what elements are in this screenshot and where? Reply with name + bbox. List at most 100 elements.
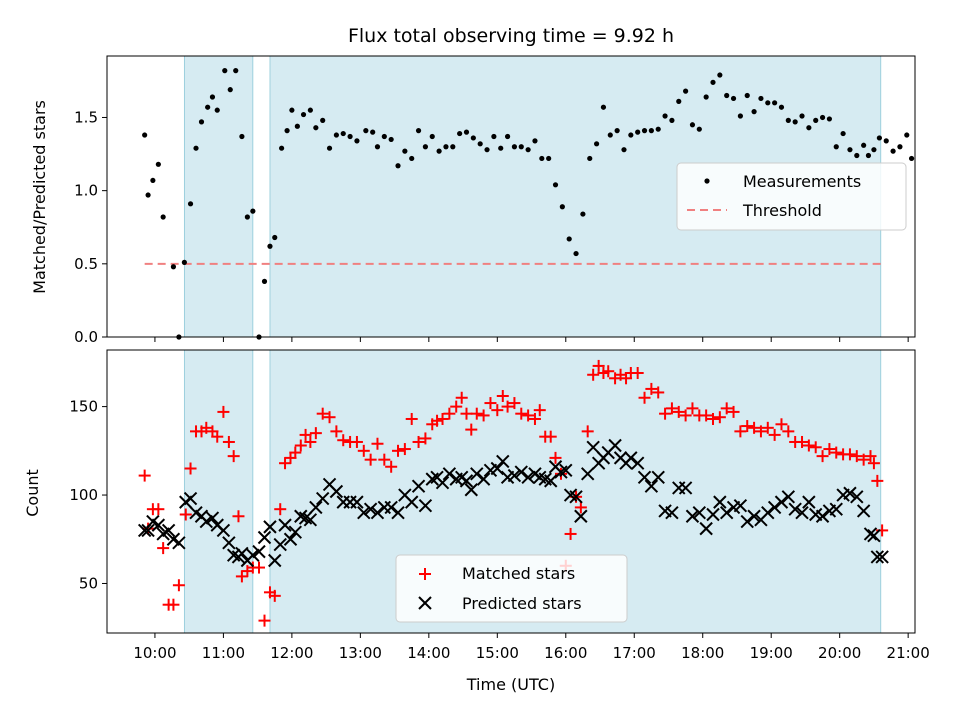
matched-star-point-81 [602,365,615,378]
measurement-point-48 [436,148,442,154]
predicted-star-stroke-b [507,468,522,483]
bottom-legend: Matched stars Predicted stars [395,554,628,623]
predicted-star-point-41 [363,502,378,516]
matched-star-point-103 [748,421,761,434]
measurement-point-118 [908,155,915,162]
measurement-point-89 [717,72,723,78]
matched-star-point-15 [217,405,230,418]
top-ytick-label-3: 1.5 [74,108,98,126]
predicted-star-stroke-b [637,470,652,485]
measurement-point-10 [198,119,205,125]
measurement-point-66 [559,204,565,210]
predicted-star-stroke-b [719,506,734,520]
measurement-point-47 [429,133,435,140]
matched-star-point-42 [371,437,384,450]
predicted-stars-points [137,438,889,568]
predicted-star-stroke-b [815,509,830,523]
predicted-star-point-113 [815,509,830,523]
matched-star-point-92 [672,405,685,418]
top-panel: 0.0 0.5 1.0 1.5 Matched/Predicted stars Mea… [30,55,916,346]
measurement-point-100 [792,119,798,125]
bottom-y-axis-ticks: 50 100 150 [69,398,107,592]
measurement-point-74 [614,128,620,134]
matched-star-point-41 [364,453,377,466]
measurement-point-1 [145,192,151,198]
predicted-star-stroke-b [350,495,364,509]
predicted-star-point-58 [470,467,484,481]
predicted-star-point-48 [411,479,426,493]
measurement-point-0 [142,132,148,138]
predicted-star-stroke-b [151,518,166,532]
predicted-star-stroke-b [740,514,754,529]
matched-star-point-111 [802,439,815,452]
matched-star-point-79 [592,359,605,372]
measurement-point-79 [648,128,654,134]
predicted-star-stroke-b [544,474,558,488]
matched-star-point-70 [544,430,557,443]
measurement-point-63 [539,155,545,162]
predicted-star-stroke-b [411,479,426,493]
predicted-star-stroke-b [521,470,535,485]
matched-star-point-102 [741,420,754,433]
matched-star-point-112 [809,441,822,454]
matched-star-point-30 [294,439,307,452]
predicted-star-stroke-b [514,465,528,479]
measurement-point-2 [150,177,156,184]
matched-star-point-27 [279,457,292,470]
matched-star-point-54 [450,400,463,413]
predicted-star-point-13 [205,511,220,525]
bottom-x-axis-ticks: 10:00 11:00 12:00 13:00 14:00 15:00 16:00 17:00… [133,633,930,662]
predicted-star-point-15 [216,523,231,538]
predicted-star-stroke-b [774,495,789,509]
predicted-star-stroke-b [172,536,186,550]
predicted-star-stroke-b [263,520,277,534]
matched-star-point-74 [564,527,577,540]
matched-star-point-53 [443,407,456,420]
predicted-star-stroke-b [867,529,881,543]
predicted-star-stroke-b [665,506,679,520]
measurement-point-3 [155,161,161,167]
predicted-star-point-82 [608,438,622,453]
legend-predicted-label: Predicted stars [462,594,582,613]
measurement-point-28 [300,111,307,118]
matched-star-point-35 [323,411,336,424]
measurement-point-99 [785,117,791,123]
predicted-star-point-77 [580,467,595,481]
measurement-point-68 [573,250,579,257]
predicted-star-stroke-b [329,484,344,499]
xtick-label-4: 14:00 [407,644,450,662]
predicted-star-point-53 [442,467,457,481]
legend-predicted-marker [418,596,432,610]
matched-star-point-77 [581,425,594,438]
predicted-star-stroke-b [216,523,231,538]
measurement-point-91 [730,95,737,102]
matched-star-point-46 [398,443,411,456]
predicted-star-point-62 [496,454,510,469]
predicted-star-point-93 [678,481,693,495]
predicted-star-point-30 [294,509,308,523]
matched-star-point-8 [179,508,192,521]
matched-star-point-51 [431,414,444,427]
predicted-star-point-123 [875,550,889,564]
matched-star-point-120 [864,450,877,463]
predicted-star-stroke-b [370,506,385,520]
predicted-star-stroke-b [199,514,213,529]
predicted-star-stroke-b [624,451,638,465]
matched-star-point-65 [515,407,528,420]
predicted-star-point-117 [843,486,857,500]
predicted-star-stroke-b [273,537,287,552]
predicted-star-point-109 [788,502,802,516]
measurement-point-109 [854,152,860,159]
predicted-star-stroke-b [788,502,802,516]
measurement-point-29 [307,107,313,113]
top-y-axis-label: Matched/Predicted stars [30,100,49,294]
matched-star-point-121 [867,457,880,470]
predicted-star-stroke-b [563,488,578,502]
predicted-star-point-52 [435,475,450,490]
measurement-point-94 [751,109,757,115]
top-legend-frame [676,162,907,231]
chart-title: Flux total observing time = 9.92 h [348,25,674,47]
predicted-star-point-105 [761,506,775,520]
predicted-star-stroke-b [608,438,622,453]
